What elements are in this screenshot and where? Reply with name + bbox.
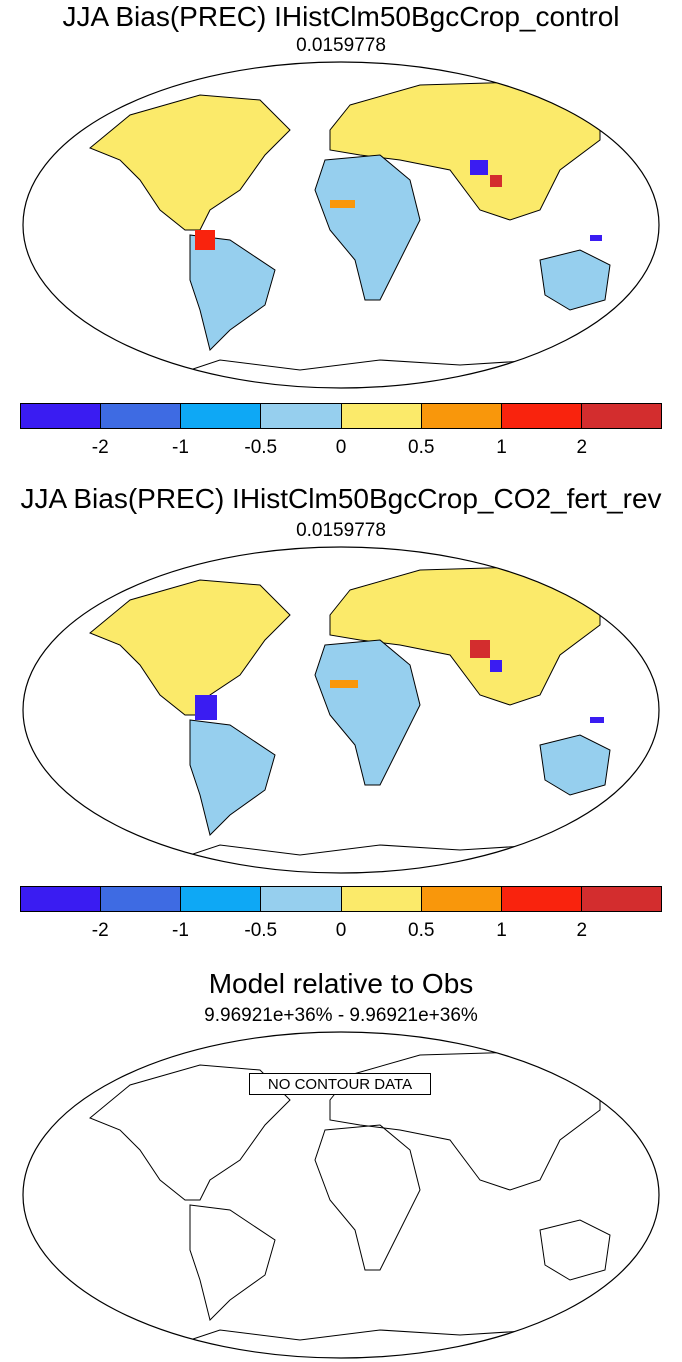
panel1-map [22, 61, 660, 389]
continent-africa [314, 154, 421, 301]
cbar-label: 1 [496, 920, 507, 941]
cbar-swatch [421, 404, 502, 428]
cbar-swatch [101, 887, 182, 911]
panel3-title: Model relative to Obs [208, 968, 474, 999]
map-boundary [22, 546, 660, 874]
continent-north-america [89, 579, 291, 716]
cbar-swatch [101, 404, 182, 428]
cbar-swatch [581, 404, 661, 428]
panel1-colorbar [20, 403, 662, 429]
cbar-swatch [341, 887, 422, 911]
cbar-swatch [581, 887, 661, 911]
continent-north-america [89, 1064, 291, 1201]
cbar-swatch [181, 404, 262, 428]
continent-australia [539, 1219, 611, 1281]
cbar-label: -2 [91, 437, 109, 458]
cbar-swatch [501, 887, 582, 911]
cbar-label: 2 [576, 920, 588, 941]
cbar-label: 0.5 [408, 920, 435, 941]
cbar-label: -2 [91, 920, 109, 941]
bias-hotspots [195, 160, 602, 250]
cbar-swatch [21, 887, 102, 911]
panel2-map [22, 546, 660, 874]
panel3-map [22, 1031, 660, 1359]
no-contour-label: NO CONTOUR DATA [249, 1073, 431, 1095]
bias-hotspots [195, 640, 604, 723]
continent-africa [314, 1124, 421, 1271]
cbar-label: 0.5 [408, 437, 435, 458]
map-boundary [22, 1031, 660, 1359]
panel2-subtitle: 0.0159778 [296, 520, 386, 541]
cbar-label: 0 [335, 437, 347, 458]
cbar-swatch [261, 404, 342, 428]
panel2-title: JJA Bias(PREC) IHistClm50BgcCrop_CO2_fer… [20, 483, 662, 514]
cbar-swatch [501, 404, 582, 428]
continent-north-america [89, 94, 291, 231]
panel2-colorbar [20, 886, 662, 912]
continent-south-america [189, 234, 276, 351]
continent-australia [539, 734, 611, 796]
cbar-label: 0 [335, 920, 347, 941]
cbar-label: -1 [172, 920, 189, 941]
continent-south-america [189, 1204, 276, 1321]
panel2-colorbar-labels: -2 -1 -0.5 0 0.5 1 2 [20, 920, 662, 944]
cbar-swatch [181, 887, 262, 911]
panel1-title: JJA Bias(PREC) IHistClm50BgcCrop_control [62, 1, 620, 32]
panel1-subtitle: 0.0159778 [296, 35, 386, 56]
panel3-subtitle: 9.96921e+36% - 9.96921e+36% [204, 1005, 478, 1026]
panel1-colorbar-labels: -2 -1 -0.5 0 0.5 1 2 [20, 437, 662, 461]
cbar-swatch [261, 887, 342, 911]
cbar-swatch [421, 887, 502, 911]
cbar-label: -0.5 [244, 920, 278, 941]
continent-africa [314, 639, 421, 786]
cbar-label: 2 [576, 437, 588, 458]
cbar-label: 1 [496, 437, 507, 458]
cbar-label: -0.5 [244, 437, 278, 458]
continent-australia [539, 249, 611, 311]
map-boundary [22, 61, 660, 389]
cbar-label: -1 [172, 437, 189, 458]
continent-south-america [189, 719, 276, 836]
cbar-swatch [21, 404, 102, 428]
cbar-swatch [341, 404, 422, 428]
